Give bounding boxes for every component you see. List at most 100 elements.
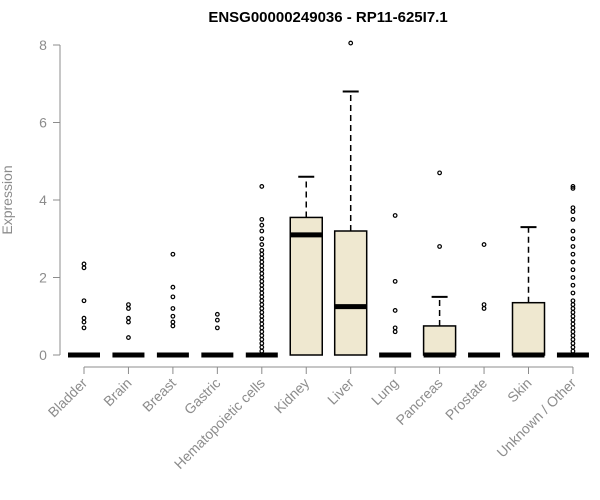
outlier-point <box>170 313 176 319</box>
box-group <box>68 261 100 358</box>
outlier-point <box>259 275 265 280</box>
box-group <box>468 242 501 358</box>
x-tick-label: Gastric <box>181 375 224 418</box>
y-axis: 0 2 4 6 8 <box>39 37 61 363</box>
outlier-point <box>570 317 576 323</box>
outlier-point <box>259 216 265 222</box>
outlier-point <box>570 302 576 308</box>
box-iqr <box>422 325 457 356</box>
outlier-point <box>259 329 265 335</box>
x-tick-label: Prostate <box>442 375 490 423</box>
outlier-point <box>170 284 176 290</box>
x-tick-label: Kidney <box>271 375 313 417</box>
outlier-point <box>126 315 131 321</box>
box-group <box>422 170 457 358</box>
x-tick-label: Skin <box>504 375 535 406</box>
box-group <box>556 184 589 358</box>
outlier-point <box>259 321 265 327</box>
outlier-point <box>570 236 576 242</box>
outlier-point <box>126 306 131 311</box>
outlier-point <box>392 329 398 335</box>
boxes-layer <box>68 40 589 358</box>
outlier-point <box>170 323 176 329</box>
outlier-point <box>259 309 265 315</box>
outlier-point <box>259 271 265 277</box>
x-tick-label: Unknown / Other <box>493 375 579 461</box>
outlier-point <box>570 251 576 257</box>
outlier-point <box>81 315 87 321</box>
outlier-point <box>570 209 576 215</box>
box-group <box>112 302 145 358</box>
outlier-point <box>570 329 576 335</box>
outlier-point <box>392 278 398 284</box>
outlier-point <box>570 205 576 211</box>
outlier-point <box>126 302 131 308</box>
outlier-point <box>259 247 265 253</box>
outlier-point <box>570 259 576 265</box>
outlier-point <box>570 321 576 327</box>
outlier-point <box>259 286 265 292</box>
outlier-point <box>259 325 265 331</box>
outlier-point <box>570 309 576 315</box>
outlier-point <box>259 298 265 304</box>
outlier-point <box>259 290 265 296</box>
outlier-point <box>570 282 576 288</box>
outlier-point <box>259 306 265 311</box>
outlier-point <box>214 311 220 317</box>
x-tick-label: Liver <box>324 375 357 408</box>
outlier-point <box>570 298 576 304</box>
outlier-point <box>259 340 265 346</box>
box-group <box>511 226 546 358</box>
outlier-point <box>481 306 487 311</box>
outlier-point <box>259 313 265 319</box>
outlier-point <box>259 236 265 242</box>
outlier-point <box>259 348 265 354</box>
outlier-point <box>81 325 87 331</box>
outlier-point <box>170 306 176 311</box>
outlier-point <box>259 317 265 323</box>
box-iqr <box>289 216 323 356</box>
chart-title: ENSG00000249036 - RP11-625I7.1 <box>208 9 447 26</box>
x-tick-label: Bladder <box>45 375 91 421</box>
outlier-point <box>570 290 576 296</box>
y-tick-label: 2 <box>39 270 47 286</box>
y-tick-label: 0 <box>39 347 47 363</box>
outlier-point <box>570 306 576 311</box>
box-group <box>201 311 234 358</box>
box-iqr <box>511 301 546 356</box>
outlier-point <box>570 244 576 249</box>
outlier-point <box>170 319 176 325</box>
y-axis-label: Expression <box>0 165 15 234</box>
outlier-point <box>259 222 265 228</box>
y-tick-label: 8 <box>39 37 47 53</box>
outlier-point <box>392 213 398 218</box>
outlier-point <box>570 340 576 346</box>
box-group <box>245 184 278 358</box>
outlier-point <box>570 184 576 189</box>
outlier-point <box>570 275 576 280</box>
outlier-point <box>392 325 398 331</box>
outlier-point <box>437 170 443 176</box>
outlier-point <box>570 348 576 354</box>
x-tick-label: Brain <box>100 375 134 409</box>
outlier-point <box>570 344 576 350</box>
outlier-point <box>570 337 576 342</box>
outlier-point <box>259 251 265 257</box>
outlier-point <box>570 313 576 319</box>
outlier-point <box>392 308 398 313</box>
x-tick-label: Pancreas <box>393 375 446 428</box>
outlier-point <box>170 251 176 257</box>
outlier-point <box>259 255 265 261</box>
outlier-point <box>259 294 265 300</box>
outlier-point <box>481 242 487 247</box>
outlier-point <box>348 40 354 46</box>
box-group <box>156 251 189 358</box>
outlier-point <box>570 333 576 339</box>
box-group <box>379 213 412 358</box>
outlier-point <box>570 325 576 331</box>
outlier-point <box>437 244 443 249</box>
outlier-point <box>259 302 265 308</box>
outlier-point <box>81 319 87 325</box>
